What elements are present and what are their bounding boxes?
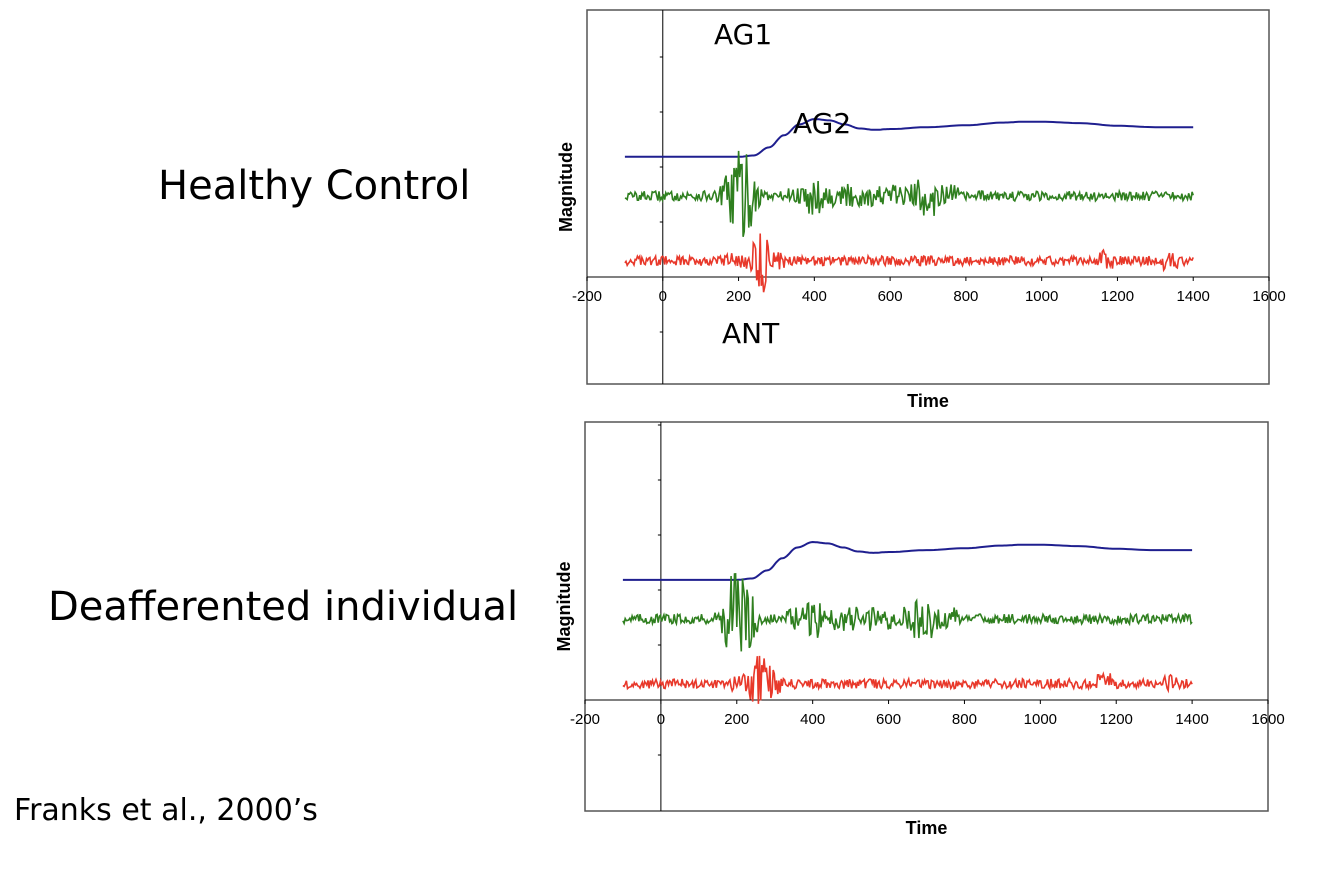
annotation-ag1: AG1: [714, 18, 772, 51]
citation: Franks et al., 2000’s: [14, 793, 318, 828]
series-position: [622, 540, 1193, 581]
x-tick-label: 400: [800, 711, 825, 728]
x-tick-label: 800: [953, 288, 978, 305]
plot-frame: [586, 9, 1270, 385]
y-axis-title: Magnitude: [554, 562, 574, 652]
x-tick-label: -200: [572, 288, 602, 305]
series-antagonist-emg: [624, 233, 1194, 293]
x-tick-label: 1000: [1025, 288, 1058, 305]
x-tick-label: 1600: [1251, 711, 1284, 728]
plot-frame: [584, 421, 1269, 812]
y-axis-title: Magnitude: [556, 142, 576, 232]
healthy-control-label: Healthy Control: [158, 163, 471, 209]
chart-healthy-control: -200 0 200 400 600 800 1000 1200 1400 1600 Time Mag…: [556, 9, 1286, 411]
x-tick-label: 200: [724, 711, 749, 728]
x-tick-label: 1200: [1100, 711, 1133, 728]
x-tick-label: 200: [726, 288, 751, 305]
series-position: [624, 118, 1194, 158]
x-tick-label: 600: [878, 288, 903, 305]
x-tick-label: 1400: [1175, 711, 1208, 728]
series-agonist-emg: [622, 573, 1193, 652]
x-tick-label: 600: [876, 711, 901, 728]
x-tick-label: 1000: [1024, 711, 1057, 728]
series-agonist-emg: [624, 150, 1194, 237]
x-tick-label: 0: [657, 711, 665, 728]
x-axis-title: Time: [907, 391, 949, 411]
x-tick-label: -200: [570, 711, 600, 728]
series-antagonist-emg: [622, 655, 1193, 704]
x-tick-label: 1400: [1177, 288, 1210, 305]
x-tick-label: 400: [802, 288, 827, 305]
x-tick-label: 1200: [1101, 288, 1134, 305]
deafferented-label: Deafferented individual: [48, 584, 519, 630]
annotation-ant: ANT: [722, 317, 780, 350]
annotation-ag2: AG2: [793, 107, 851, 140]
chart-deafferented: -200 0 200 400 600 800 1000 1200 1400 1600 Time Mag…: [554, 421, 1285, 838]
x-axis-title: Time: [906, 818, 948, 838]
x-tick-label: 0: [659, 288, 667, 305]
x-tick-label: 800: [952, 711, 977, 728]
x-tick-label: 1600: [1252, 288, 1285, 305]
